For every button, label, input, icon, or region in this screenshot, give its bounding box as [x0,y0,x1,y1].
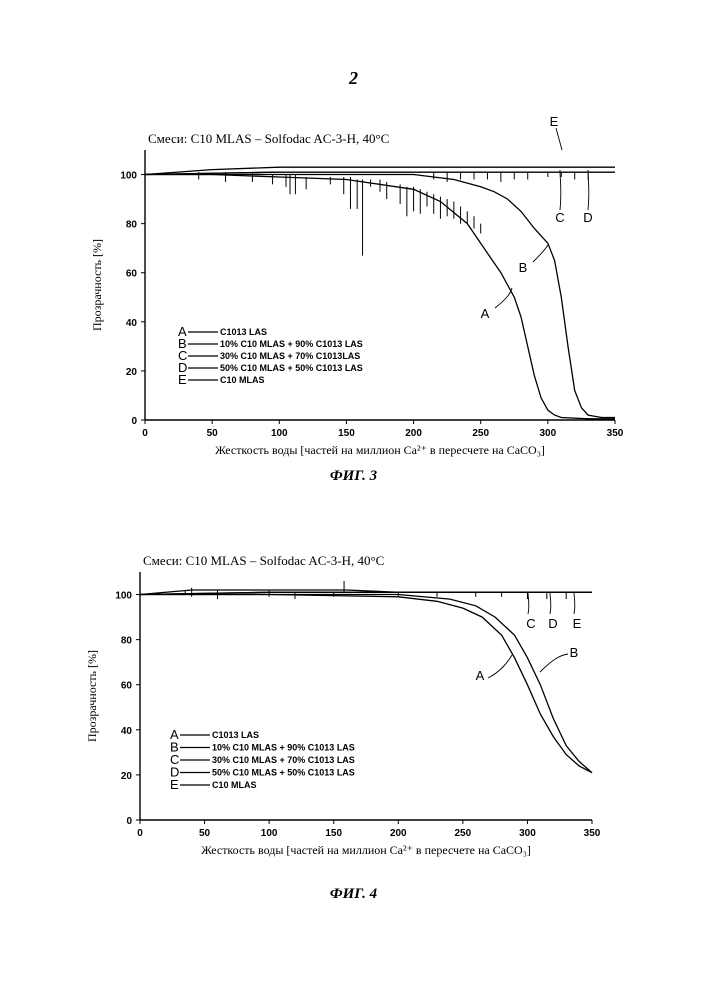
legend-label: 50% C10 MLAS + 50% C1013 LAS [220,363,363,373]
callout-letter-e: E [550,114,559,129]
legend-letter-d: D [170,765,179,780]
legend-letter-d: D [178,360,187,375]
x-tick-label: 50 [207,428,219,439]
x-tick-label: 50 [199,828,211,839]
x-tick-label: 250 [455,828,472,839]
legend-label: 30% C10 MLAS + 70% C1013 LAS [212,755,355,765]
callout-letter-c: C [526,616,535,631]
x-tick-label: 300 [540,428,557,439]
callout-letter-b: B [570,645,579,660]
series-line-e [139,589,592,596]
y-tick-label: 60 [121,681,133,692]
legend-label: C10 MLAS [220,375,265,385]
series-line-a [140,593,593,774]
callout-leader [539,653,569,673]
x-tick-label: 250 [472,428,489,439]
y-axis-label: Прозрачность [%] [90,239,104,331]
legend-letter-e: E [170,777,179,792]
x-tick-label: 200 [405,428,422,439]
chart-fig4: Смеси: C10 MLAS – Solfodac AC-3-H, 40°C 0… [85,553,601,857]
series-line-d [144,171,615,176]
y-tick-label: 0 [131,416,137,427]
callout-leader [559,169,562,211]
x-tick-label: 150 [338,428,355,439]
legend-letter-c: C [178,348,187,363]
series-line-b [140,593,593,774]
y-tick-label: 60 [126,269,138,280]
legend-letter-c: C [170,752,179,767]
x-tick-label: 150 [325,828,342,839]
chart-fig3: Смеси: C10 MLAS – Solfodac AC-3-H, 40°C 0… [90,114,624,457]
figure-caption-3: ФИГ. 3 [329,468,378,484]
y-tick-label: 40 [126,318,138,329]
callout-letter-a: A [481,306,490,321]
legend-letter-b: B [178,336,187,351]
legend-label: 50% C10 MLAS + 50% C1013 LAS [212,768,355,778]
callout-leader [527,591,530,615]
y-tick-label: 20 [121,771,133,782]
callout-leader [487,654,513,679]
callout-leader [555,127,563,151]
chart-title: Смеси: C10 MLAS – Solfodac AC-3-H, 40°C [148,131,389,146]
y-tick-label: 20 [126,367,138,378]
x-tick-label: 350 [607,428,624,439]
callout-leader [532,244,549,263]
legend-label: 30% C10 MLAS + 70% C1013LAS [220,351,360,361]
legend-letter-a: A [178,324,187,339]
x-axis-label: Жесткость воды [частей на миллион Ca²⁺ в… [201,843,531,857]
legend-letter-e: E [178,372,187,387]
y-tick-label: 80 [126,220,138,231]
x-tick-label: 100 [261,828,278,839]
callout-leader [494,287,513,309]
y-tick-label: 80 [121,636,133,647]
series-line-b [145,173,615,419]
legend-label: C1013 LAS [212,730,259,740]
callout-letter-e: E [573,616,582,631]
x-tick-label: 300 [519,828,536,839]
x-axis-label: Жесткость воды [частей на миллион Ca²⁺ в… [215,443,545,457]
callout-leader [587,169,590,211]
callout-letter-d: D [583,210,592,225]
y-tick-label: 40 [121,726,133,737]
y-tick-label: 100 [120,171,137,182]
legend-label: 10% C10 MLAS + 90% C1013 LAS [220,339,363,349]
legend-letter-a: A [170,727,179,742]
y-tick-label: 0 [126,816,132,827]
legend-label: C1013 LAS [220,327,267,337]
x-tick-label: 200 [390,828,407,839]
x-tick-label: 0 [142,428,148,439]
x-tick-label: 350 [584,828,601,839]
series-line-e [144,166,615,176]
callout-leader [549,591,552,615]
x-tick-label: 100 [271,428,288,439]
legend-letter-b: B [170,740,179,755]
legend-label: C10 MLAS [212,780,257,790]
legend-label: 10% C10 MLAS + 90% C1013 LAS [212,743,355,753]
callout-letter-d: D [548,616,557,631]
y-axis-label: Прозрачность [%] [85,650,99,742]
callout-leader [573,591,576,615]
callout-letter-a: A [476,668,485,683]
y-tick-label: 100 [115,591,132,602]
page-number: 2 [349,68,358,88]
figure-caption-4: ФИГ. 4 [329,886,378,902]
chart-title: Смеси: C10 MLAS – Solfodac AC-3-H, 40°C [143,553,384,568]
callout-letter-c: C [555,210,564,225]
callout-letter-b: B [519,260,528,275]
x-tick-label: 0 [137,828,143,839]
